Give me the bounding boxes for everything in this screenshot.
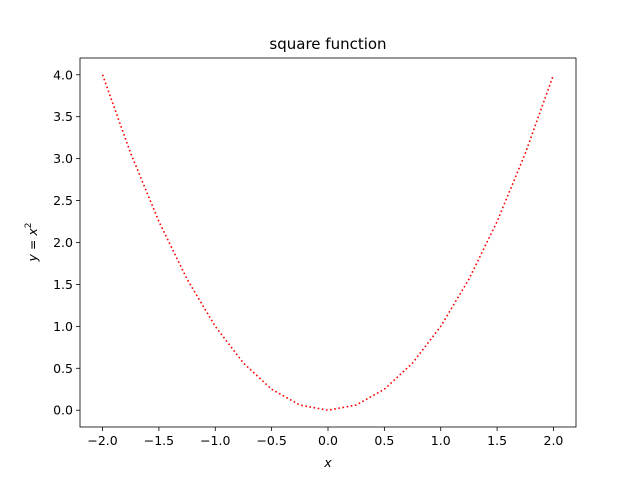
y-axis: 0.0 0.5 1.0 1.5 2.0 2.5 3.0 3.5 4.0 [53, 67, 80, 418]
y-tick-label: 0.0 [53, 403, 73, 418]
y-tick-label: 2.5 [53, 193, 73, 208]
y-tick-label: 0.5 [53, 361, 73, 376]
x-tick-label: −0.5 [256, 433, 286, 448]
x-axis-label: x [323, 455, 332, 470]
y-tick-label: 1.5 [53, 277, 73, 292]
chart-title: square function [269, 35, 386, 53]
x-tick-label: 2.0 [544, 433, 564, 448]
y-axis-label-equals: = [25, 236, 40, 254]
y-tick-label: 4.0 [53, 67, 73, 82]
y-axis-label-base: x [25, 228, 40, 237]
x-tick-label: −1.5 [144, 433, 174, 448]
y-tick-label: 3.5 [53, 109, 73, 124]
x-tick-label: 0.0 [318, 433, 338, 448]
y-axis-label: y = x2 [24, 223, 40, 263]
x-tick-label: 0.5 [374, 433, 394, 448]
y-tick-label: 2.0 [53, 235, 73, 250]
y-axis-label-variable: y [25, 253, 40, 262]
x-tick-label: −2.0 [87, 433, 117, 448]
series-line-0 [101, 74, 555, 412]
y-axis-label-exponent: 2 [24, 223, 34, 229]
x-tick-label: 1.0 [431, 433, 451, 448]
x-axis: −2.0 −1.5 −1.0 −0.5 0.0 0.5 1.0 1.5 2.0 [87, 427, 563, 448]
x-tick-label: 1.5 [487, 433, 507, 448]
y-tick-label: 3.0 [53, 151, 73, 166]
x-tick-label: −1.0 [200, 433, 230, 448]
y-tick-label: 1.0 [53, 319, 73, 334]
plot-area [101, 74, 555, 412]
